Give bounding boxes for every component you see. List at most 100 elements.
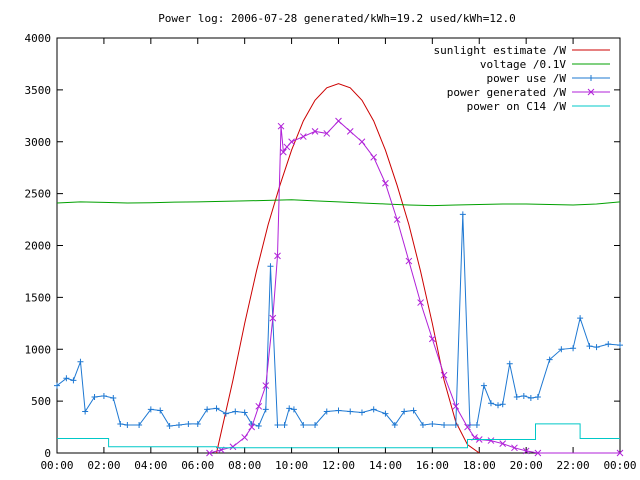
data-point [495, 402, 502, 409]
data-point [570, 345, 577, 352]
data-point [269, 314, 277, 322]
data-point [267, 263, 274, 270]
legend-marker [588, 75, 594, 81]
data-point [255, 423, 262, 430]
x-tick-label: 00:00 [40, 459, 73, 472]
data-point [546, 356, 553, 363]
data-point [277, 122, 285, 130]
data-point [262, 406, 269, 413]
data-point [473, 421, 480, 428]
legend-label: power generated /W [447, 86, 567, 99]
data-point [82, 408, 89, 415]
data-point [534, 449, 542, 457]
data-point [586, 343, 593, 350]
data-point [117, 420, 124, 427]
data-point [54, 382, 60, 389]
data-point [370, 406, 377, 413]
data-point [185, 420, 192, 427]
data-point [593, 344, 600, 351]
x-tick-label: 00:00 [603, 459, 636, 472]
data-point [358, 138, 366, 146]
data-point [347, 408, 354, 415]
series-5 [57, 423, 620, 449]
data-point [459, 211, 466, 218]
legend-marker [587, 88, 595, 96]
x-tick-label: 14:00 [369, 459, 402, 472]
data-point [370, 153, 378, 161]
y-tick-label: 1000 [25, 343, 52, 356]
data-point [248, 423, 256, 431]
data-point [511, 444, 518, 452]
y-tick-label: 3500 [25, 84, 52, 97]
data-point [241, 409, 248, 416]
series-layer [54, 83, 624, 457]
data-point [393, 216, 401, 223]
data-point [100, 392, 107, 399]
y-tick-label: 4000 [25, 32, 52, 45]
data-point [323, 130, 331, 137]
data-point [70, 377, 77, 384]
x-tick-label: 04:00 [134, 459, 167, 472]
data-point [605, 341, 612, 348]
data-point [290, 406, 297, 413]
data-point [175, 421, 182, 428]
chart-title: Power log: 2006-07-28 generated/kWh=19.2… [158, 12, 516, 25]
x-tick-label: 12:00 [322, 459, 355, 472]
data-point [213, 405, 220, 412]
data-point [464, 423, 471, 431]
data-point [166, 423, 173, 430]
series-2 [56, 199, 621, 207]
series-line [57, 423, 620, 449]
data-point [110, 395, 117, 402]
data-point [147, 406, 154, 413]
y-tick-label: 2000 [25, 240, 52, 253]
x-tick-label: 22:00 [557, 459, 590, 472]
data-point [480, 382, 487, 389]
data-point [405, 257, 413, 265]
series-line [56, 214, 621, 427]
data-point [382, 179, 389, 187]
y-tick-label: 3000 [25, 136, 52, 149]
data-point [229, 443, 237, 451]
data-point [522, 447, 530, 455]
data-point [77, 358, 84, 365]
data-point [281, 421, 288, 428]
data-point [194, 420, 201, 427]
y-tick-label: 500 [31, 395, 51, 408]
x-tick-label: 06:00 [181, 459, 214, 472]
x-tick-label: 16:00 [416, 459, 449, 472]
data-point [506, 360, 513, 367]
data-point [124, 421, 131, 428]
data-point [358, 409, 365, 416]
axis-ticks: 00:00 02:00 04:00 06:00 08:00 10:00 12:00 14:00… [25, 32, 637, 472]
data-point [274, 252, 281, 260]
x-tick-label: 18:00 [463, 459, 496, 472]
data-point [204, 406, 211, 413]
data-point [401, 408, 408, 415]
data-point [335, 407, 342, 414]
y-tick-label: 0 [44, 447, 51, 460]
data-point [499, 440, 507, 448]
data-point [410, 407, 417, 414]
data-point [452, 421, 459, 428]
data-point [255, 402, 263, 410]
data-point [419, 421, 426, 428]
data-point [157, 407, 164, 414]
data-point [262, 382, 270, 389]
data-point [520, 392, 527, 399]
data-point [382, 410, 389, 417]
data-point [222, 410, 229, 417]
data-point [558, 346, 565, 353]
data-point [232, 408, 239, 415]
data-point [274, 421, 281, 428]
data-point [286, 405, 293, 412]
data-point [241, 434, 249, 441]
data-point [206, 449, 213, 457]
data-point [513, 393, 520, 400]
series-line [56, 199, 621, 207]
data-point [299, 133, 307, 140]
data-point [323, 408, 330, 415]
x-tick-label: 20:00 [510, 459, 543, 472]
